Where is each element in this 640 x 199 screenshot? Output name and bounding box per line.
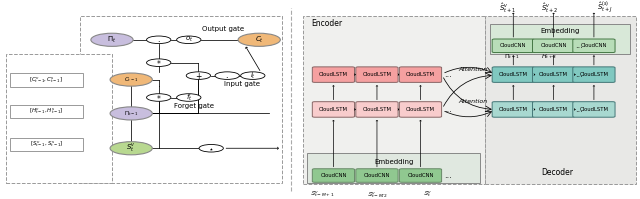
Circle shape bbox=[241, 72, 265, 79]
Text: $\cdot$: $\cdot$ bbox=[157, 35, 161, 44]
Text: $\hat{S}^{(s)}_{t+J}$: $\hat{S}^{(s)}_{t+J}$ bbox=[597, 0, 612, 16]
FancyBboxPatch shape bbox=[356, 102, 398, 117]
Circle shape bbox=[177, 94, 201, 101]
Text: CloudCNN: CloudCNN bbox=[364, 173, 390, 178]
Text: Input gate: Input gate bbox=[224, 81, 260, 87]
Text: CloudLSTM: CloudLSTM bbox=[406, 107, 435, 112]
Circle shape bbox=[215, 72, 239, 79]
Text: CloudLSTM: CloudLSTM bbox=[406, 72, 435, 77]
FancyBboxPatch shape bbox=[399, 102, 442, 117]
Text: CloudLSTM: CloudLSTM bbox=[362, 72, 392, 77]
Text: CloudCNN: CloudCNN bbox=[320, 173, 347, 178]
Text: CloudLSTM: CloudLSTM bbox=[362, 107, 392, 112]
Text: CloudLSTM: CloudLSTM bbox=[319, 107, 348, 112]
Text: Attention: Attention bbox=[458, 99, 488, 104]
FancyBboxPatch shape bbox=[10, 138, 83, 151]
Text: $S_t^v$: $S_t^v$ bbox=[126, 142, 136, 154]
Text: $\star$: $\star$ bbox=[208, 144, 214, 153]
Text: $\Pi_{t+1}$: $\Pi_{t+1}$ bbox=[504, 52, 520, 60]
Text: ...: ... bbox=[444, 105, 452, 114]
Circle shape bbox=[177, 36, 201, 44]
Text: CloudLSTM: CloudLSTM bbox=[499, 107, 528, 112]
Text: $i_t$: $i_t$ bbox=[250, 70, 256, 81]
Text: Decoder: Decoder bbox=[541, 168, 573, 177]
Text: Embedding: Embedding bbox=[374, 159, 413, 165]
Text: ...: ... bbox=[444, 70, 452, 79]
Circle shape bbox=[238, 33, 280, 46]
Circle shape bbox=[186, 72, 211, 79]
Text: CloudCNN: CloudCNN bbox=[580, 43, 607, 48]
Circle shape bbox=[110, 107, 152, 120]
Text: $\mathcal{S}^v_{t-M/2}$: $\mathcal{S}^v_{t-M/2}$ bbox=[367, 189, 388, 199]
Text: Forget gate: Forget gate bbox=[174, 103, 214, 109]
FancyBboxPatch shape bbox=[10, 73, 83, 87]
Text: $*$: $*$ bbox=[156, 93, 161, 102]
Text: $o_t$: $o_t$ bbox=[184, 35, 193, 44]
Text: $\Pi_{t-1}$: $\Pi_{t-1}$ bbox=[124, 109, 138, 118]
Text: CloudLSTM: CloudLSTM bbox=[579, 107, 609, 112]
Text: $[S_{t-1}^v,S_{t-1}^s]$: $[S_{t-1}^v,S_{t-1}^s]$ bbox=[30, 140, 63, 149]
FancyBboxPatch shape bbox=[312, 67, 355, 82]
FancyBboxPatch shape bbox=[356, 67, 398, 82]
FancyBboxPatch shape bbox=[532, 102, 575, 117]
FancyBboxPatch shape bbox=[10, 105, 83, 118]
FancyBboxPatch shape bbox=[312, 102, 355, 117]
Text: CloudLSTM: CloudLSTM bbox=[579, 72, 609, 77]
FancyBboxPatch shape bbox=[573, 67, 615, 82]
Text: CloudLSTM: CloudLSTM bbox=[499, 72, 528, 77]
FancyBboxPatch shape bbox=[6, 54, 112, 183]
FancyBboxPatch shape bbox=[399, 169, 442, 182]
Circle shape bbox=[147, 36, 171, 44]
Circle shape bbox=[110, 142, 152, 155]
Text: $H_{t+2}$: $H_{t+2}$ bbox=[541, 52, 557, 60]
FancyBboxPatch shape bbox=[399, 67, 442, 82]
FancyBboxPatch shape bbox=[532, 39, 575, 53]
Text: $[H_{t-1}^v,H_{t-1}^s]$: $[H_{t-1}^v,H_{t-1}^s]$ bbox=[29, 107, 63, 116]
Text: CloudLSTM: CloudLSTM bbox=[319, 72, 348, 77]
Text: $C_{t-1}$: $C_{t-1}$ bbox=[124, 75, 138, 84]
Text: $\cdot$: $\cdot$ bbox=[225, 71, 229, 80]
Text: Embedding: Embedding bbox=[540, 28, 580, 34]
Text: Encoder: Encoder bbox=[312, 19, 343, 28]
Text: ...: ... bbox=[575, 70, 582, 79]
FancyBboxPatch shape bbox=[492, 102, 534, 117]
Text: $\hat{S}^v_{t+1}$: $\hat{S}^v_{t+1}$ bbox=[499, 1, 516, 15]
FancyBboxPatch shape bbox=[532, 67, 575, 82]
Text: Output gate: Output gate bbox=[202, 26, 244, 32]
Text: $C_t$: $C_t$ bbox=[255, 35, 264, 45]
Text: CloudLSTM: CloudLSTM bbox=[539, 107, 568, 112]
FancyBboxPatch shape bbox=[307, 153, 480, 183]
Text: CloudCNN: CloudCNN bbox=[407, 173, 434, 178]
Circle shape bbox=[199, 144, 223, 152]
FancyBboxPatch shape bbox=[492, 67, 534, 82]
Circle shape bbox=[147, 94, 171, 101]
Circle shape bbox=[147, 59, 171, 66]
Text: Attention: Attention bbox=[458, 67, 488, 72]
FancyBboxPatch shape bbox=[303, 16, 485, 184]
Text: CloudCNN: CloudCNN bbox=[540, 43, 567, 48]
FancyBboxPatch shape bbox=[485, 16, 636, 184]
Text: $+$: $+$ bbox=[195, 71, 202, 81]
FancyBboxPatch shape bbox=[492, 39, 534, 53]
Text: $\hat{S}^v_{t+2}$: $\hat{S}^v_{t+2}$ bbox=[541, 1, 557, 15]
FancyBboxPatch shape bbox=[573, 102, 615, 117]
Text: $*$: $*$ bbox=[156, 58, 161, 67]
Text: ...: ... bbox=[575, 105, 582, 114]
Text: CloudCNN: CloudCNN bbox=[500, 43, 527, 48]
Text: $f_t$: $f_t$ bbox=[186, 92, 192, 103]
Text: $[C_{t-1}^v,C_{t-1}^s]$: $[C_{t-1}^v,C_{t-1}^s]$ bbox=[29, 75, 63, 85]
FancyBboxPatch shape bbox=[573, 39, 615, 53]
FancyBboxPatch shape bbox=[490, 24, 630, 54]
Text: $\mathcal{S}^v_{t-M+1}$: $\mathcal{S}^v_{t-M+1}$ bbox=[310, 189, 334, 199]
FancyBboxPatch shape bbox=[312, 169, 355, 182]
Text: $\Pi_t$: $\Pi_t$ bbox=[108, 35, 116, 45]
FancyBboxPatch shape bbox=[356, 169, 398, 182]
Text: $\mathcal{S}^v_t$: $\mathcal{S}^v_t$ bbox=[422, 189, 431, 199]
Circle shape bbox=[110, 73, 152, 86]
Text: CloudLSTM: CloudLSTM bbox=[539, 72, 568, 77]
Circle shape bbox=[91, 33, 133, 46]
Text: ...: ... bbox=[575, 41, 582, 50]
FancyBboxPatch shape bbox=[80, 16, 282, 183]
Text: ...: ... bbox=[444, 171, 452, 180]
